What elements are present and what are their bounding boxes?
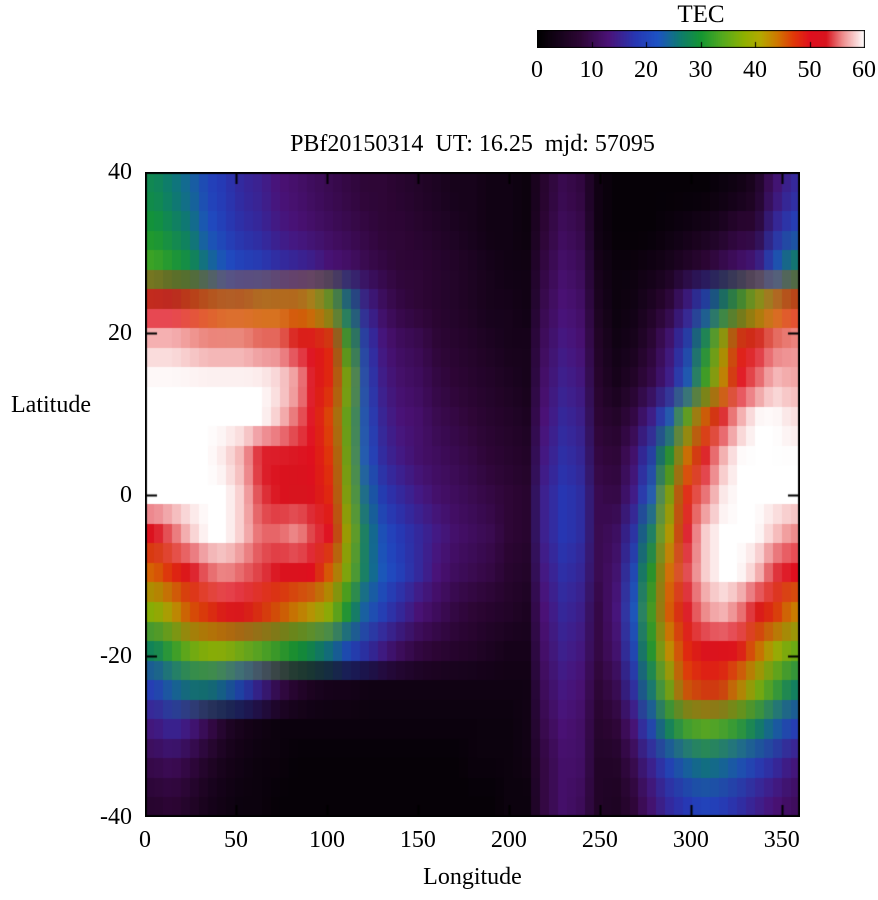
x-tick-label: 200 [490,827,527,853]
x-tick-label: 100 [308,827,345,853]
colorbar-tick-label: 0 [531,57,543,83]
y-tick-label: 20 [108,320,132,347]
colorbar-tick-label: 10 [579,57,604,83]
colorbar-tick-label: 60 [852,57,876,83]
colorbar-tick-label: 30 [688,57,713,83]
heatmap-canvas [145,172,800,817]
chart-title: PBf20150314 UT: 16.25 mjd: 57095 [290,131,655,157]
x-tick-label: 150 [399,827,436,853]
y-tick-label: -40 [100,804,132,830]
y-tick-label: 40 [108,159,132,185]
colorbar-title: TEC [677,1,725,28]
x-tick-label: 250 [581,827,618,853]
x-axis-label: Longitude [423,864,522,890]
y-axis-label: Latitude [11,392,91,418]
y-tick-label: 0 [120,481,132,508]
colorbar-tick-label: 50 [797,57,822,83]
colorbar-canvas [537,30,865,48]
x-tick-label: 0 [139,827,151,853]
x-tick-label: 50 [223,827,248,853]
colorbar-tick-label: 40 [743,57,767,83]
colorbar-tick-label: 20 [634,57,658,83]
x-tick-label: 350 [763,827,800,853]
x-tick-label: 300 [672,827,709,853]
y-tick-label: -20 [100,642,132,669]
